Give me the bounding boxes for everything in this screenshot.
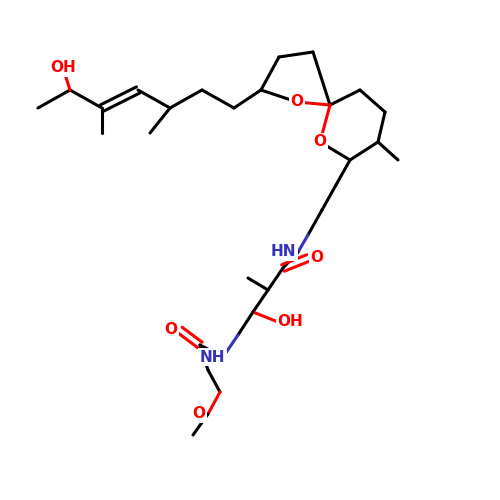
Text: O: O (314, 134, 326, 150)
Text: NH: NH (200, 350, 225, 364)
Text: HN: HN (270, 244, 296, 260)
Text: O: O (192, 406, 205, 422)
Text: O: O (310, 250, 324, 266)
Text: O: O (290, 94, 304, 110)
Text: OH: OH (277, 314, 303, 330)
Text: O: O (164, 322, 177, 338)
Text: OH: OH (50, 60, 76, 76)
